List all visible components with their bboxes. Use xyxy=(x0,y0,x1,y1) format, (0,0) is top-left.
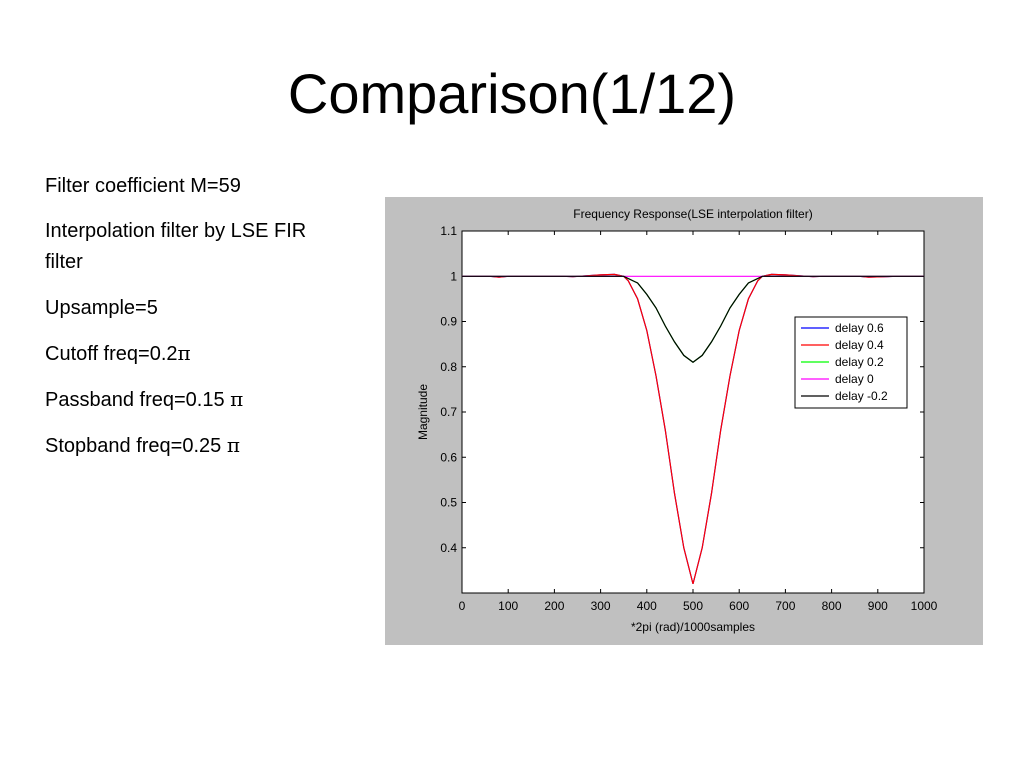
x-axis-label: *2pi (rad)/1000samples xyxy=(631,620,755,634)
y-tick-label: 0.6 xyxy=(440,450,457,464)
bullet-text: Interpolation filter by LSE FIR filter xyxy=(45,220,307,273)
y-tick-label: 0.4 xyxy=(440,541,457,555)
y-tick-label: 0.7 xyxy=(440,405,457,419)
legend-entry: delay 0.4 xyxy=(835,338,884,352)
bullet-item: Upsample=5 xyxy=(45,292,345,323)
pi-symbol: π xyxy=(230,387,244,411)
x-tick-label: 100 xyxy=(498,599,518,613)
chart-figure: Frequency Response(LSE interpolation fil… xyxy=(385,197,983,645)
bullet-item: Stopband freq=0.25 π xyxy=(45,430,345,461)
y-tick-label: 0.5 xyxy=(440,496,457,510)
slide-title: Comparison(1/12) xyxy=(287,62,737,125)
legend-entry: delay 0.6 xyxy=(835,321,884,335)
bullet-item: Interpolation filter by LSE FIR filter xyxy=(45,216,345,277)
bullet-item: Passband freq=0.15 π xyxy=(45,384,345,415)
y-tick-label: 0.9 xyxy=(440,315,457,329)
x-tick-label: 1000 xyxy=(911,599,938,613)
bullet-item: Cutoff freq=0.2π xyxy=(45,338,345,369)
x-tick-label: 400 xyxy=(637,599,657,613)
legend-entry: delay -0.2 xyxy=(835,389,888,403)
y-tick-label: 1 xyxy=(450,269,457,283)
bullet-text: Stopband freq=0.25 xyxy=(45,435,227,457)
x-tick-label: 700 xyxy=(775,599,795,613)
legend-entry: delay 0.2 xyxy=(835,355,884,369)
x-tick-label: 800 xyxy=(822,599,842,613)
bullet-list: Filter coefficient M=59 Interpolation fi… xyxy=(45,170,345,476)
chart-title: Frequency Response(LSE interpolation fil… xyxy=(573,207,812,221)
y-tick-label: 1.1 xyxy=(440,224,457,238)
series-line-4 xyxy=(462,275,924,363)
pi-symbol: π xyxy=(177,341,191,365)
pi-symbol: π xyxy=(226,433,240,457)
x-tick-label: 900 xyxy=(868,599,888,613)
bullet-text: Upsample=5 xyxy=(45,297,158,319)
y-tick-label: 0.8 xyxy=(440,360,457,374)
bullet-text: Passband freq=0.15 xyxy=(45,389,231,411)
y-axis-label: Magnitude xyxy=(416,384,430,440)
bullet-text: Cutoff freq=0.2 xyxy=(45,343,178,365)
frequency-response-chart: Frequency Response(LSE interpolation fil… xyxy=(385,197,983,645)
bullet-text: Filter coefficient M=59 xyxy=(45,175,241,197)
x-tick-label: 200 xyxy=(544,599,564,613)
x-tick-label: 600 xyxy=(729,599,749,613)
legend-entry: delay 0 xyxy=(835,372,874,386)
x-tick-label: 500 xyxy=(683,599,703,613)
x-tick-label: 0 xyxy=(459,599,466,613)
bullet-item: Filter coefficient M=59 xyxy=(45,170,345,201)
plot-area xyxy=(461,230,925,594)
x-tick-label: 300 xyxy=(591,599,611,613)
